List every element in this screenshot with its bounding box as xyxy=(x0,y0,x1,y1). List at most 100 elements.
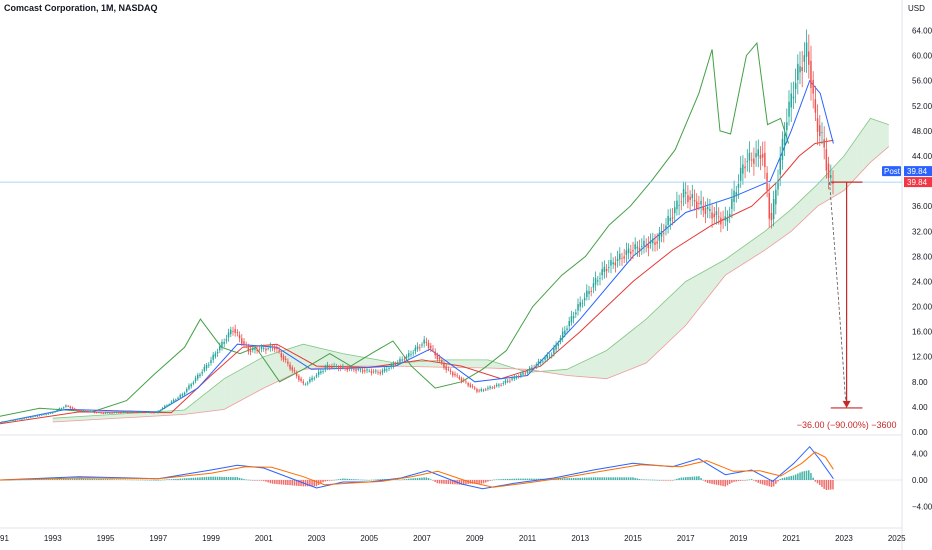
candle-body xyxy=(726,218,729,222)
y-tick-label: 48.00 xyxy=(912,127,932,136)
candle-body xyxy=(687,195,689,203)
candle-body xyxy=(441,360,443,363)
histogram-bar xyxy=(537,478,540,480)
cloud-segment xyxy=(118,413,126,419)
candle-body xyxy=(794,82,797,90)
candle-body xyxy=(337,367,340,369)
candle-body xyxy=(539,362,542,363)
candle-body xyxy=(150,412,153,414)
histogram-bar xyxy=(652,479,654,481)
histogram-bar xyxy=(546,478,548,480)
candle-body xyxy=(381,370,384,373)
candle-body xyxy=(243,341,245,344)
histogram-bar xyxy=(421,477,423,480)
histogram-bar xyxy=(142,479,144,481)
histogram-bar xyxy=(249,479,252,481)
cloud-segment xyxy=(270,352,277,385)
histogram-bar xyxy=(735,480,737,482)
histogram-bar xyxy=(236,477,239,480)
y-tick-label: 56.00 xyxy=(912,77,932,86)
candle-body xyxy=(557,344,559,346)
histogram-bar xyxy=(208,476,210,480)
senkou-span-a xyxy=(52,117,889,419)
histogram-bar xyxy=(34,479,36,480)
cloud-segment xyxy=(428,360,436,368)
candle-body xyxy=(192,382,195,384)
histogram-bar xyxy=(69,478,72,480)
y-tick-label: 24.00 xyxy=(912,277,932,286)
histogram-bar xyxy=(728,480,731,484)
cloud-segment xyxy=(606,345,614,379)
candle-body xyxy=(25,417,28,419)
candle-body xyxy=(564,330,566,334)
candle-body xyxy=(561,331,564,338)
cloud-segment xyxy=(626,329,633,371)
histogram-bar xyxy=(770,480,773,487)
histogram-bar xyxy=(324,480,326,482)
histogram-bar xyxy=(506,478,509,480)
candle-body xyxy=(526,371,529,373)
candle-body xyxy=(493,386,496,388)
histogram-bar xyxy=(685,477,687,480)
histogram-bar xyxy=(630,477,632,480)
candle-body xyxy=(315,375,318,377)
candle-body xyxy=(632,250,634,252)
candle-body xyxy=(361,370,364,372)
histogram-bar xyxy=(555,478,557,480)
x-tick-label: 2009 xyxy=(466,534,484,543)
histogram-bar xyxy=(517,478,520,480)
histogram-bar xyxy=(832,480,834,490)
histogram-bar xyxy=(76,478,78,480)
candle-body xyxy=(408,353,410,357)
cloud-segment xyxy=(329,350,337,368)
candle-body xyxy=(713,213,715,218)
candle-body xyxy=(779,157,781,175)
histogram-bar xyxy=(526,478,529,480)
histogram-bar xyxy=(460,480,463,485)
candle-body xyxy=(254,348,256,350)
candle-body xyxy=(383,368,386,372)
candle-body xyxy=(142,412,144,413)
histogram-bar xyxy=(339,478,342,480)
cloud-segment xyxy=(870,118,877,163)
candle-body xyxy=(164,405,166,408)
candle-body xyxy=(669,217,672,222)
histogram-bar xyxy=(658,480,661,481)
histogram-bar xyxy=(783,477,786,480)
post-price-label: 39.84 xyxy=(907,167,928,176)
candle-body xyxy=(586,290,588,298)
candle-body xyxy=(728,213,731,217)
histogram-bar xyxy=(733,480,735,482)
histogram-bar xyxy=(814,480,817,482)
histogram-bar xyxy=(471,480,474,484)
candle-body xyxy=(364,370,366,372)
cloud-segment xyxy=(771,220,778,246)
candle-body xyxy=(3,421,6,423)
candle-body xyxy=(821,132,823,134)
candle-body xyxy=(372,371,375,373)
histogram-bar xyxy=(245,479,247,481)
post-tag xyxy=(882,166,901,177)
cloud-segment xyxy=(217,378,225,411)
cloud-segment xyxy=(573,363,581,377)
candle-body xyxy=(5,421,8,423)
cloud-segment xyxy=(244,364,251,399)
histogram-bar xyxy=(205,476,208,480)
candle-body xyxy=(485,389,487,391)
candle-body xyxy=(278,350,280,352)
histogram-bar xyxy=(533,478,535,480)
candle-body xyxy=(357,368,359,370)
candle-body xyxy=(12,420,14,421)
cloud-segment xyxy=(560,369,567,376)
candle-body xyxy=(212,354,214,360)
cloud-segment xyxy=(435,360,442,368)
cloud-segment xyxy=(844,146,851,191)
histogram-bar xyxy=(500,479,502,480)
histogram-bar xyxy=(753,480,755,481)
candle-body xyxy=(58,408,61,411)
candle-body xyxy=(517,376,520,378)
candle-body xyxy=(412,352,414,354)
candle-body xyxy=(801,67,803,71)
x-tick-label: 1995 xyxy=(97,534,115,543)
